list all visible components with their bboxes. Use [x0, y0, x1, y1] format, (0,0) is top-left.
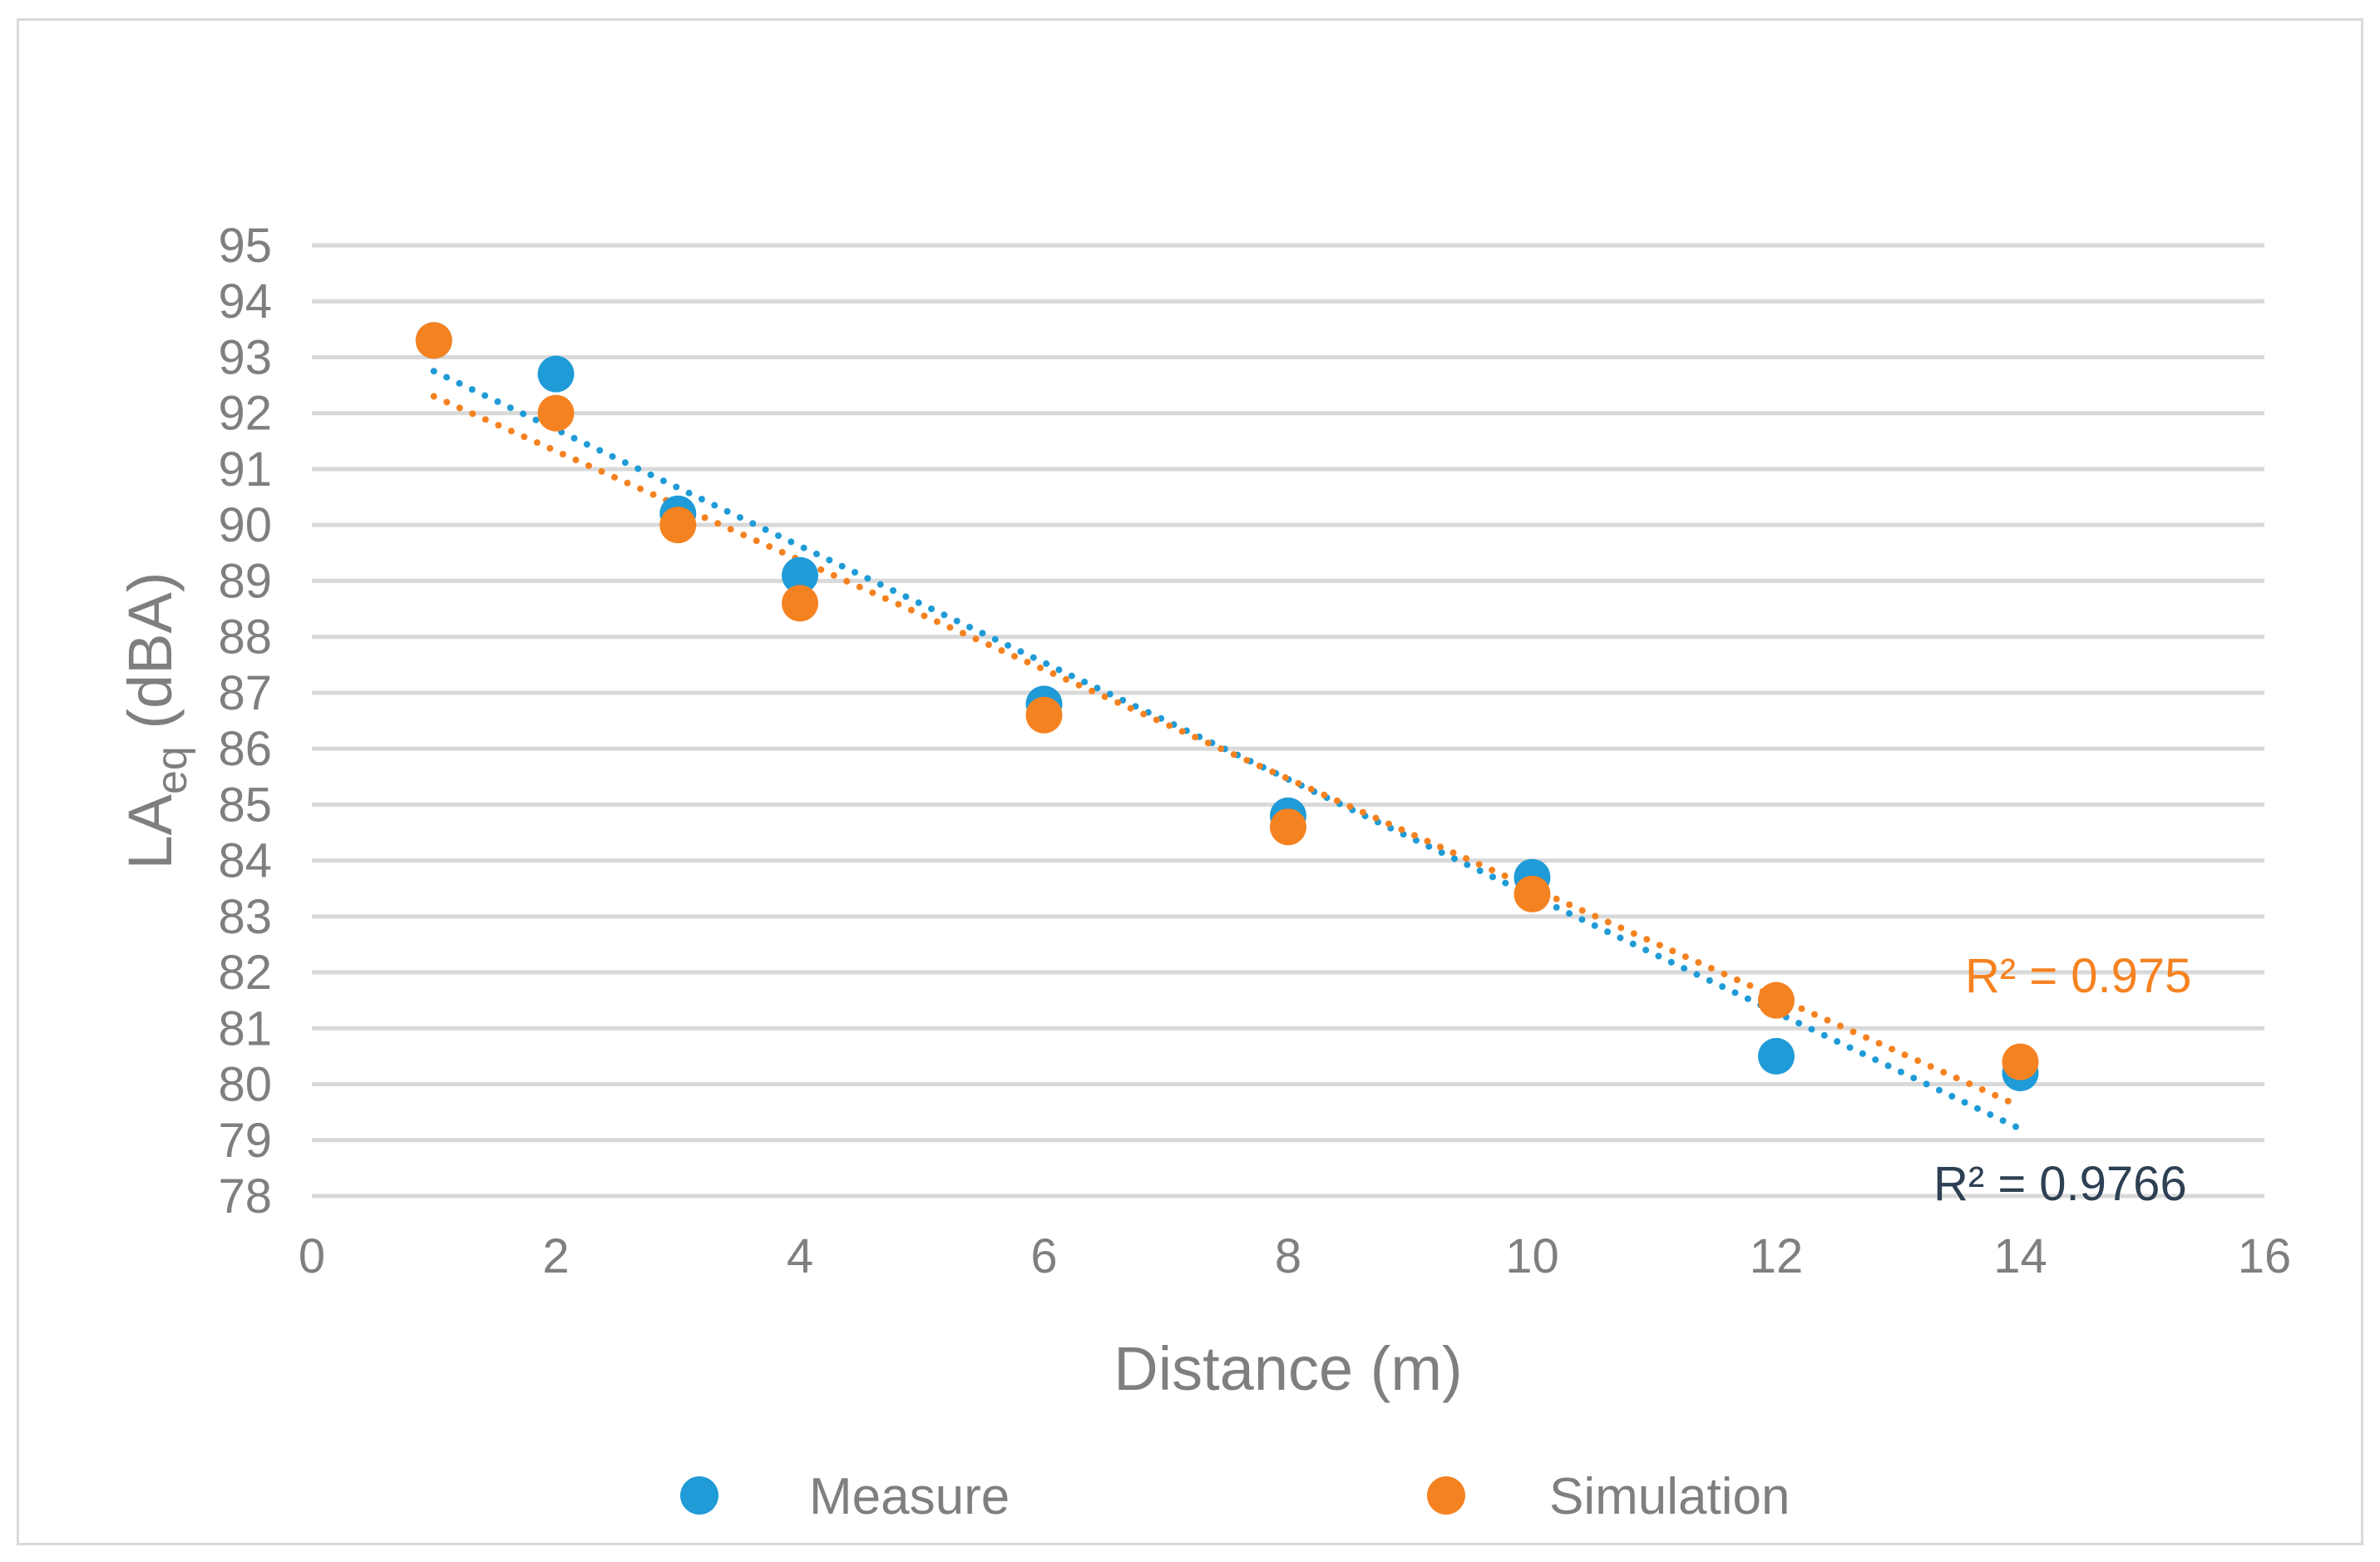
gridlines	[312, 243, 2264, 1199]
point-simulation	[1513, 875, 1551, 912]
y-axis-title-main: LA	[116, 793, 185, 869]
x-tick-label: 8	[1275, 1229, 1301, 1283]
r2-label-measure: R² = 0.9766	[1933, 1157, 2187, 1211]
y-tick-label: 85	[218, 778, 272, 832]
x-axis-ticks: 0 2 4 6 8 10 12 14 16	[299, 1229, 2291, 1283]
y-tick-label: 86	[218, 722, 272, 776]
x-tick-label: 14	[1993, 1229, 2047, 1283]
legend: Measure Simulation	[680, 1468, 1790, 1525]
legend-label-measure: Measure	[809, 1468, 1010, 1525]
legend-label-simulation: Simulation	[1549, 1468, 1790, 1525]
point-measure	[537, 355, 575, 393]
r2-label-simulation: R² = 0.975	[1965, 949, 2191, 1003]
y-tick-label: 78	[218, 1169, 272, 1223]
y-tick-label: 82	[218, 946, 272, 1000]
x-tick-label: 6	[1030, 1229, 1057, 1283]
x-tick-label: 4	[787, 1229, 813, 1283]
point-simulation	[1025, 696, 1063, 734]
x-tick-label: 16	[2238, 1229, 2292, 1283]
y-tick-label: 81	[218, 1001, 272, 1055]
y-tick-label: 88	[218, 610, 272, 665]
point-simulation	[659, 507, 697, 544]
y-tick-label: 80	[218, 1058, 272, 1112]
trendlines	[430, 368, 2024, 1133]
y-tick-label: 83	[218, 890, 272, 944]
trendline-measure	[430, 368, 2024, 1133]
y-tick-label: 91	[218, 442, 272, 497]
x-tick-label: 2	[542, 1229, 569, 1283]
legend-marker-simulation	[1427, 1476, 1465, 1515]
y-tick-label: 89	[218, 554, 272, 608]
point-simulation	[415, 322, 452, 359]
y-tick-label: 84	[218, 834, 272, 888]
point-simulation	[537, 394, 575, 432]
data-points	[415, 322, 2039, 1092]
point-simulation	[782, 585, 818, 622]
x-axis-title: Distance (m)	[1113, 1334, 1462, 1403]
y-tick-label: 92	[218, 387, 272, 441]
point-simulation	[2002, 1043, 2039, 1080]
y-axis-title: LAeq (dBA)	[116, 571, 196, 869]
point-measure	[1758, 1037, 1795, 1075]
x-tick-label: 10	[1505, 1229, 1559, 1283]
legend-marker-measure	[680, 1476, 718, 1515]
point-simulation	[1270, 808, 1306, 846]
point-measure	[782, 556, 818, 594]
y-tick-label: 95	[218, 219, 272, 273]
point-simulation	[1758, 981, 1795, 1019]
y-tick-label: 94	[218, 274, 272, 329]
y-tick-label: 93	[218, 330, 272, 384]
y-tick-label: 90	[218, 498, 272, 552]
y-tick-label: 87	[218, 666, 272, 720]
x-tick-label: 0	[299, 1229, 325, 1283]
x-tick-label: 12	[1750, 1229, 1804, 1283]
y-axis-title-unit: (dBA)	[116, 571, 185, 746]
y-axis-title-subscript: eq	[148, 746, 196, 794]
y-tick-label: 79	[218, 1114, 272, 1168]
